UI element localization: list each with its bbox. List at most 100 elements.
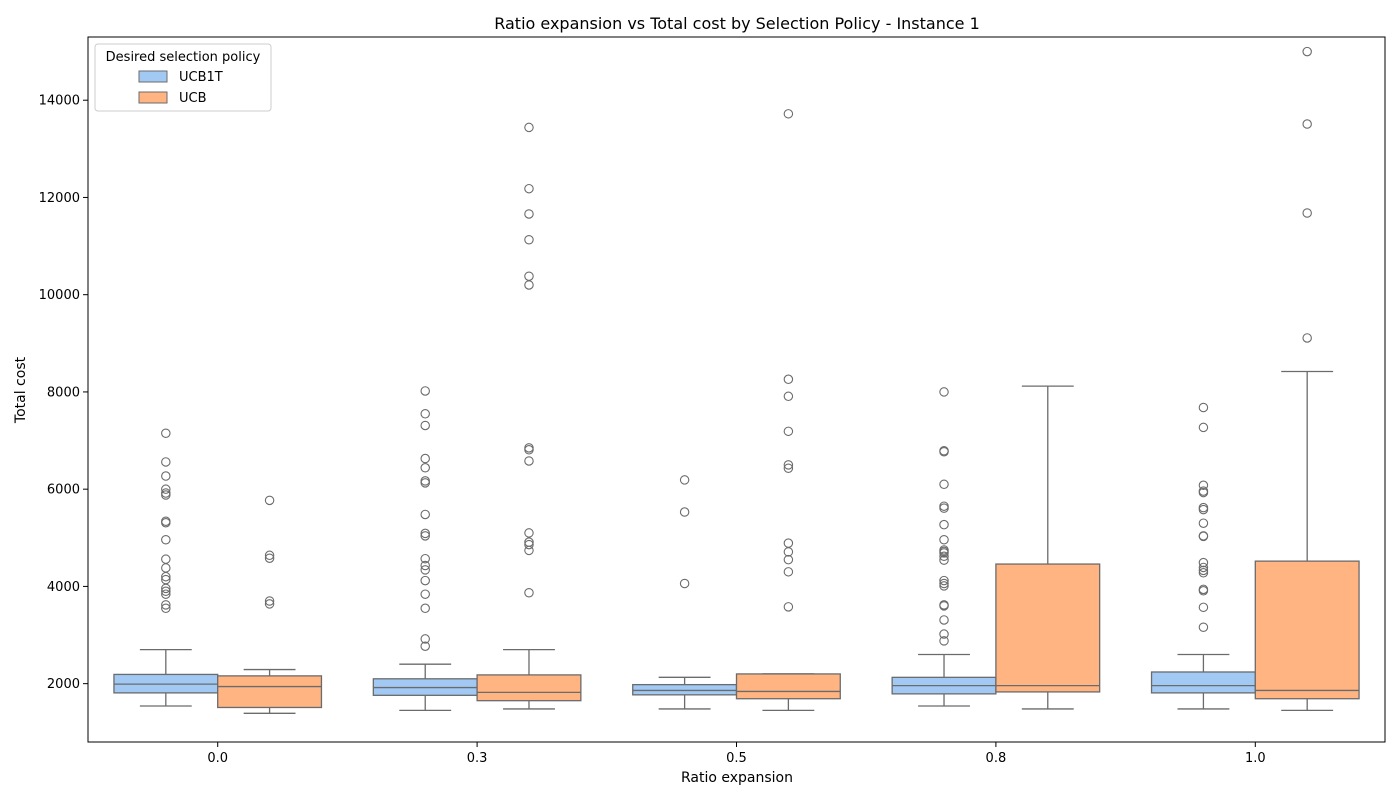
outlier-point <box>420 589 430 599</box>
outlier-point <box>524 587 534 598</box>
outlier-point <box>161 534 171 545</box>
box-group-ucb-0.8 <box>995 385 1101 710</box>
outlier-point <box>264 495 275 506</box>
box <box>476 674 582 702</box>
box <box>632 683 738 696</box>
outlier-point <box>161 589 171 599</box>
outlier-point <box>420 420 430 431</box>
outlier-point <box>1198 568 1209 578</box>
outlier-point <box>1198 531 1209 541</box>
outlier-point <box>524 539 534 550</box>
x-tick-label: 0.3 <box>467 751 488 766</box>
box-group-ucb-0.0 <box>217 495 323 714</box>
outlier-point <box>161 554 171 564</box>
outlier-point <box>420 386 430 396</box>
box-group-ucb-0.5 <box>735 109 841 712</box>
y-tick-label: 10000 <box>39 288 80 303</box>
outlier-point <box>420 531 430 541</box>
outlier-point <box>783 547 794 557</box>
legend: Desired selection policy UCB1T UCB <box>94 43 272 112</box>
box-group-ucb-1.0 <box>1254 46 1360 712</box>
outlier-point <box>524 443 534 453</box>
outlier-point <box>939 534 949 545</box>
outlier-point <box>161 563 171 573</box>
outlier-point <box>1198 480 1209 491</box>
outlier-point <box>939 501 949 511</box>
outlier-point <box>1198 486 1209 496</box>
y-tick-label: 8000 <box>47 385 80 400</box>
box-group-ucb1t-1.0 <box>1150 402 1256 710</box>
box-group-ucb1t-0.0 <box>113 428 219 707</box>
outlier-point <box>679 578 690 589</box>
y-tick-label: 14000 <box>39 94 80 109</box>
outlier-point <box>420 641 430 651</box>
outlier-point <box>161 428 171 439</box>
outlier-point <box>420 509 430 520</box>
box <box>217 675 323 709</box>
outlier-point <box>783 554 794 565</box>
outlier-point <box>1198 502 1209 513</box>
outlier-point <box>264 596 275 606</box>
plot-frame <box>87 36 1386 743</box>
box-group-ucb-0.3 <box>476 122 582 710</box>
outlier-point <box>679 507 690 517</box>
outlier-point <box>264 599 275 609</box>
outlier-point <box>420 553 430 564</box>
outlier-point <box>939 600 949 610</box>
outlier-point <box>161 574 171 585</box>
box-group-ucb1t-0.3 <box>372 386 478 712</box>
box <box>1150 671 1256 694</box>
box <box>995 563 1101 693</box>
y-tick-label: 4000 <box>47 580 80 595</box>
outlier-point <box>264 550 275 561</box>
outlier-point <box>1198 557 1209 568</box>
y-axis: 2000 4000 6000 8000 10000 12000 14000 <box>39 94 88 692</box>
outlier-point <box>783 460 794 470</box>
outlier-point <box>1302 333 1312 343</box>
outlier-point <box>783 374 794 385</box>
outlier-point <box>783 463 794 474</box>
outlier-point <box>420 560 430 571</box>
outlier-point <box>524 280 534 290</box>
outlier-point <box>161 603 171 614</box>
outlier-point <box>939 629 949 639</box>
outlier-point <box>161 516 171 527</box>
outlier-point <box>1198 504 1209 515</box>
outlier-point <box>420 603 430 614</box>
outlier-point <box>939 581 949 591</box>
outlier-point <box>524 528 534 538</box>
outlier-point <box>524 122 534 133</box>
box-group-ucb1t-0.8 <box>891 387 997 707</box>
outlier-point <box>939 503 949 513</box>
legend-title: Desired selection policy <box>106 50 261 65</box>
outlier-point <box>161 600 171 610</box>
outlier-point <box>939 387 949 397</box>
outlier-point <box>783 391 794 402</box>
box <box>735 673 841 700</box>
outlier-point <box>524 234 534 245</box>
outlier-point <box>1198 422 1209 433</box>
outlier-point <box>420 409 430 419</box>
box <box>1254 560 1360 700</box>
outlier-point <box>939 551 949 562</box>
box-group-ucb1t-0.5 <box>632 475 738 710</box>
y-tick-label: 6000 <box>47 483 80 498</box>
outlier-point <box>161 488 171 498</box>
outlier-point <box>524 271 534 281</box>
outlier-point <box>420 575 430 586</box>
outlier-point <box>1198 622 1209 633</box>
outlier-point <box>679 475 690 485</box>
outlier-point <box>783 602 794 612</box>
x-tick-label: 0.0 <box>207 751 228 766</box>
outlier-point <box>420 565 430 575</box>
outlier-point <box>783 567 794 577</box>
outlier-point <box>524 209 534 219</box>
outlier-point <box>783 538 794 548</box>
outlier-point <box>420 634 430 644</box>
outlier-point <box>420 453 430 464</box>
outlier-point <box>1198 518 1209 528</box>
outlier-point <box>264 553 275 563</box>
outlier-point <box>1302 46 1312 57</box>
outlier-point <box>420 478 430 488</box>
outlier-point <box>1302 208 1312 218</box>
